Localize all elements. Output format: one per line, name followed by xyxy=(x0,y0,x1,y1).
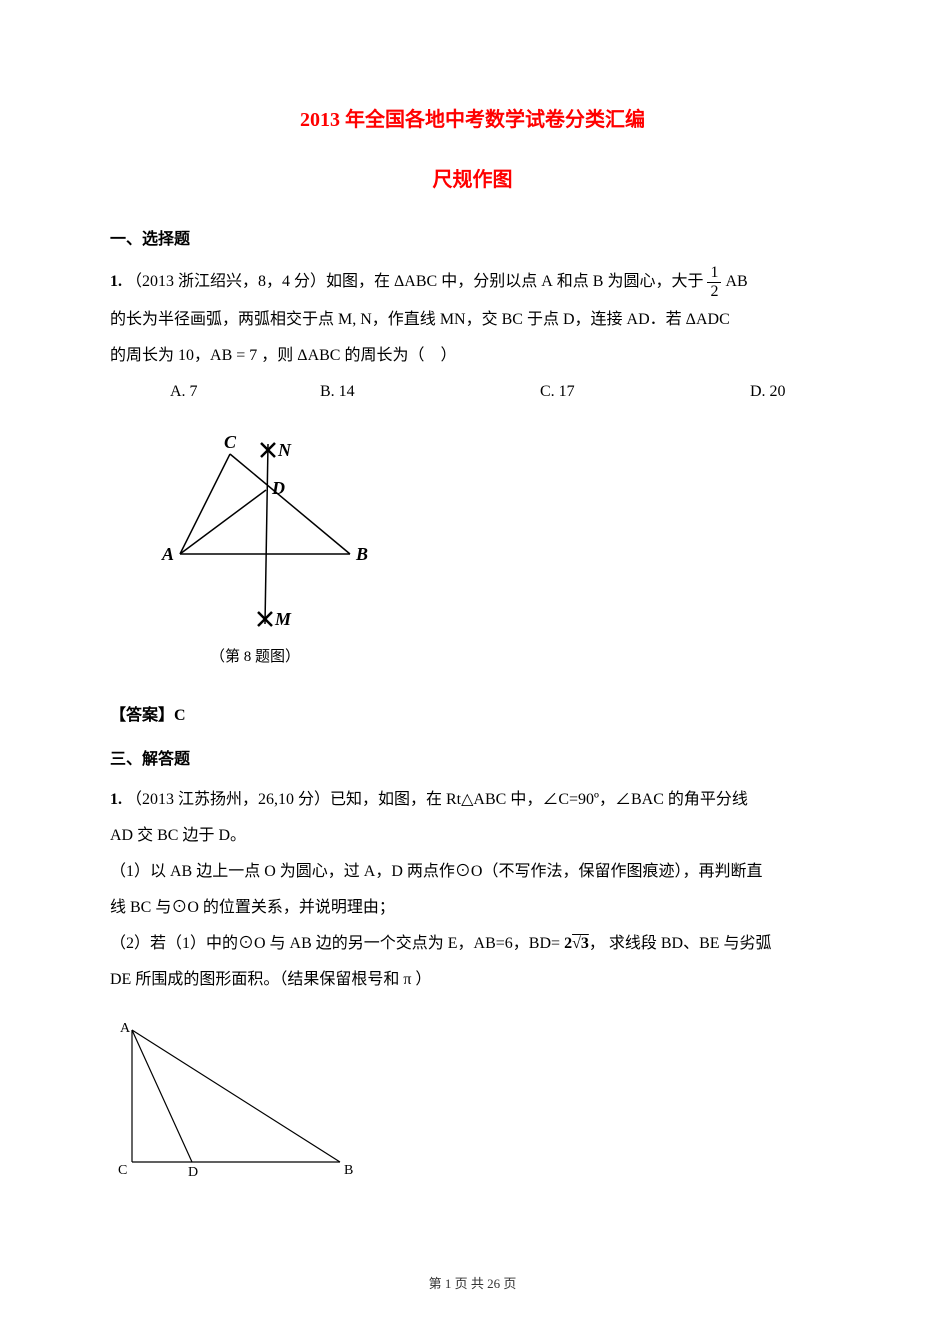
q1-AB7: AB = 7 xyxy=(210,347,257,364)
q1-line2-6: ．若 xyxy=(650,311,686,328)
s3-figure: A C B D xyxy=(110,1012,835,1182)
s3-figure-svg: A C B D xyxy=(110,1012,370,1182)
q1-triABC: ΔABC xyxy=(394,273,437,290)
s3-line2a: （1）以 AB 边上一点 O 为圆心，过 A，D 两点作⊙O（不写作法，保留作图… xyxy=(110,856,835,888)
q1-ADC: ΔADC xyxy=(686,311,730,328)
q1-ABC2: ΔABC xyxy=(297,347,340,364)
q1-line3-2: ，则 xyxy=(257,347,297,364)
q1-figure-caption: （第 8 题图） xyxy=(210,642,835,672)
q1-B: B xyxy=(593,273,604,290)
s3-line1b: AD 交 BC 边于 D。 xyxy=(110,820,835,852)
page-footer: 第 1 页 共 26 页 xyxy=(110,1271,835,1297)
svg-text:B: B xyxy=(344,1163,353,1178)
q1-MN: M, N xyxy=(338,311,372,328)
q1-text-4: 为圆心，大于 xyxy=(603,273,707,290)
footer-pre: 第 xyxy=(429,1276,445,1291)
q1-figure: A B C DN M （第 8 题图） xyxy=(150,424,835,672)
s3-line2b: 线 BC 与⊙O 的位置关系，并说明理由； xyxy=(110,892,835,924)
problem-1-solve: 1. （2013 江苏扬州，26,10 分）已知，如图，在 Rt△ABC 中，∠… xyxy=(110,784,835,1182)
fraction-half: 12 xyxy=(707,264,721,300)
choice-A: A. 7 xyxy=(170,376,320,408)
q1-MN2: MN xyxy=(440,311,466,328)
svg-text:C: C xyxy=(118,1163,127,1178)
frac-num: 1 xyxy=(707,264,721,283)
q1-line2-5: ，连接 xyxy=(575,311,627,328)
s3-line3b: DE 所围成的图形面积。（结果保留根号和 π ） xyxy=(110,964,835,996)
choice-B: B. 14 xyxy=(320,376,540,408)
q1-text-2: 中，分别以点 xyxy=(437,273,541,290)
section1-heading: 一、选择题 xyxy=(110,224,835,256)
svg-text:D: D xyxy=(188,1165,198,1180)
q1-line3-1: 的周长为 10， xyxy=(110,347,210,364)
q1-AD: AD xyxy=(627,311,650,328)
q1-AB: AB xyxy=(721,273,747,290)
q1-choices: A. 7 B. 14 C. 17 D. 20 xyxy=(110,376,835,408)
q1-A: A xyxy=(541,273,553,290)
svg-text:B: B xyxy=(355,544,368,564)
frac-den: 2 xyxy=(707,283,721,301)
q1-line2-1: 的长为半径画弧，两弧相交于点 xyxy=(110,311,338,328)
q1-num: 1. xyxy=(110,273,122,290)
q1-figure-svg: A B C DN M xyxy=(150,424,370,634)
q1-line2-2: ，作直线 xyxy=(372,311,440,328)
page-title-sub: 尺规作图 xyxy=(110,160,835,200)
choice-D: D. 20 xyxy=(750,376,786,408)
q1-line2-4: 于点 xyxy=(523,311,563,328)
svg-text:A: A xyxy=(120,1021,131,1036)
q1-text-1: （2013 浙江绍兴，8，4 分）如图，在 xyxy=(126,273,394,290)
problem-1-choice: 1. （2013 浙江绍兴，8，4 分）如图，在 ΔABC 中，分别以点 A 和… xyxy=(110,264,835,672)
s3-q1-num: 1. xyxy=(110,791,122,808)
choice-C: C. 17 xyxy=(540,376,750,408)
footer-post: 页 xyxy=(500,1276,516,1291)
svg-text:C: C xyxy=(224,432,237,452)
s3-line3a-post: ， 求线段 BD、BE 与劣弧 xyxy=(589,935,772,952)
q1-BC: BC xyxy=(502,311,523,328)
footer-mid: 页 共 xyxy=(451,1276,487,1291)
footer-total: 26 xyxy=(487,1276,500,1291)
svg-text:D: D xyxy=(271,478,285,498)
q1-D: D xyxy=(563,311,575,328)
svg-text:M: M xyxy=(274,609,292,629)
svg-text:N: N xyxy=(277,440,292,460)
q1-text-3: 和点 xyxy=(553,273,593,290)
section3-heading: 三、解答题 xyxy=(110,744,835,776)
s3-line3a-pre: （2）若（1）中的⊙O 与 AB 边的另一个交点为 E，AB=6，BD= xyxy=(110,935,564,952)
page-title-main: 2013 年全国各地中考数学试卷分类汇编 xyxy=(110,100,835,140)
s3-expr: 2√3 xyxy=(564,935,589,952)
s3-line1: （2013 江苏扬州，26,10 分）已知，如图，在 Rt△ABC 中，∠C=9… xyxy=(126,791,748,808)
q1-line2-3: ，交 xyxy=(466,311,502,328)
svg-text:A: A xyxy=(161,544,174,564)
q1-answer: 【答案】C xyxy=(110,700,835,732)
q1-line3-3: 的周长为（ ） xyxy=(340,347,456,364)
